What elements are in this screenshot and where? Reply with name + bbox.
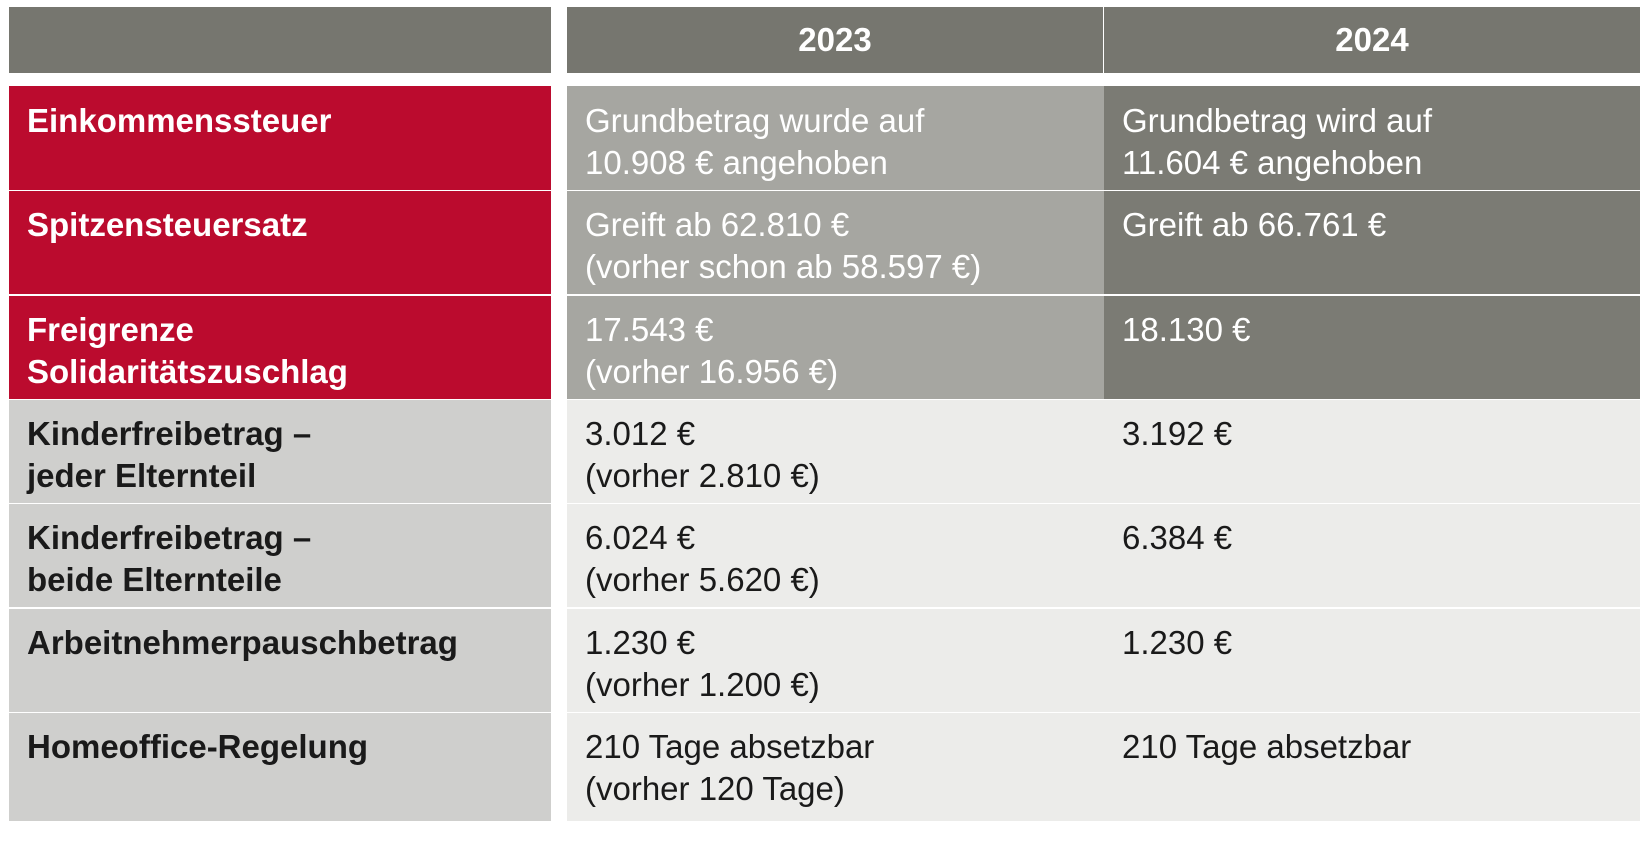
cell-2023-line: (vorher schon ab 58.597 €) — [585, 248, 982, 285]
cell-2023-line: (vorher 1.200 €) — [585, 666, 820, 703]
cell-2023-line: 210 Tage absetzbar — [585, 728, 875, 765]
cell-2023: Grundbetrag wurde auf 10.908 € angehoben — [567, 86, 1104, 190]
row-label: Spitzensteuersatz — [9, 190, 551, 294]
cell-2024-line: 6.384 € — [1122, 519, 1233, 556]
cell-2023-line: (vorher 5.620 €) — [585, 561, 820, 598]
cell-2024: 1.230 € — [1104, 608, 1640, 712]
cell-2023: 3.012 € (vorher 2.810 €) — [567, 399, 1104, 503]
row-label-line: jeder Elternteil — [27, 457, 257, 494]
cell-2024: Greift ab 66.761 € — [1104, 190, 1640, 294]
cell-2023: 6.024 € (vorher 5.620 €) — [567, 503, 1104, 607]
table-header-blank — [9, 7, 551, 73]
cell-2024-line: Greift ab 66.761 € — [1122, 206, 1387, 243]
column-header-2023: 2023 — [567, 7, 1104, 73]
cell-2023-line: Grundbetrag wurde auf — [585, 102, 925, 139]
cell-2024-line: 3.192 € — [1122, 415, 1233, 452]
row-label-line: beide Elternteile — [27, 561, 282, 598]
cell-2024: Grundbetrag wird auf 11.604 € angehoben — [1104, 86, 1640, 190]
cell-2023-line: 17.543 € — [585, 311, 714, 348]
cell-2023: 1.230 € (vorher 1.200 €) — [567, 608, 1104, 712]
row-label-line: Solidaritätszuschlag — [27, 353, 348, 390]
row-divider — [9, 399, 1640, 400]
row-label-line: Arbeitnehmerpauschbetrag — [27, 624, 458, 661]
row-label-line: Spitzensteuersatz — [27, 206, 308, 243]
row-divider — [9, 712, 1640, 713]
table-row: Kinderfreibetrag – jeder Elternteil 3.012 … — [0, 399, 1649, 503]
row-divider — [9, 295, 1640, 296]
cell-2024-line: 210 Tage absetzbar — [1122, 728, 1412, 765]
table-row: Homeoffice-Regelung 210 Tage absetzbar (vo… — [0, 712, 1649, 821]
row-label-line: Freigrenze — [27, 311, 194, 348]
row-label: Freigrenze Solidaritätszuschlag — [9, 295, 551, 399]
table-row: Kinderfreibetrag – beide Elternteile 6.024… — [0, 503, 1649, 607]
cell-2023: 210 Tage absetzbar (vorher 120 Tage) — [567, 712, 1104, 821]
table-row: Freigrenze Solidaritätszuschlag 17.543 € (v… — [0, 295, 1649, 399]
row-label-line: Homeoffice-Regelung — [27, 728, 369, 765]
cell-2024-line: 18.130 € — [1122, 311, 1251, 348]
row-label: Kinderfreibetrag – jeder Elternteil — [9, 399, 551, 503]
row-label-line: Kinderfreibetrag – — [27, 519, 312, 556]
cell-2024-line: 1.230 € — [1122, 624, 1233, 661]
cell-2024-line: 11.604 € angehoben — [1122, 144, 1423, 181]
cell-2024: 3.192 € — [1104, 399, 1640, 503]
row-divider — [9, 190, 1640, 191]
row-label: Arbeitnehmerpauschbetrag — [9, 608, 551, 712]
cell-2024: 210 Tage absetzbar — [1104, 712, 1640, 821]
cell-2024: 6.384 € — [1104, 503, 1640, 607]
row-divider — [9, 503, 1640, 504]
row-label: Kinderfreibetrag – beide Elternteile — [9, 503, 551, 607]
cell-2023-line: (vorher 2.810 €) — [585, 457, 820, 494]
row-label: Homeoffice-Regelung — [9, 712, 551, 821]
cell-2024-line: Grundbetrag wird auf — [1122, 102, 1433, 139]
cell-2023-line: 6.024 € — [585, 519, 696, 556]
table-row: Arbeitnehmerpauschbetrag 1.230 € (vorher 1… — [0, 608, 1649, 712]
row-label: Einkommenssteuer — [9, 86, 551, 190]
cell-2023-line: (vorher 120 Tage) — [585, 770, 845, 807]
cell-2023-line: 3.012 € — [585, 415, 696, 452]
cell-2023-line: Greift ab 62.810 € — [585, 206, 850, 243]
table-row: Einkommenssteuer Grundbetrag wurde auf 10.… — [0, 86, 1649, 190]
cell-2023-line: (vorher 16.956 €) — [585, 353, 839, 390]
cell-2023: Greift ab 62.810 € (vorher schon ab 58.59… — [567, 190, 1104, 294]
column-header-2024: 2024 — [1104, 7, 1640, 73]
cell-2023-line: 10.908 € angehoben — [585, 144, 888, 181]
table-row: Spitzensteuersatz Greift ab 62.810 € (vorh… — [0, 190, 1649, 294]
cell-2023: 17.543 € (vorher 16.956 €) — [567, 295, 1104, 399]
row-divider — [9, 608, 1640, 609]
cell-2023-line: 1.230 € — [585, 624, 696, 661]
row-label-line: Einkommenssteuer — [27, 102, 332, 139]
row-label-line: Kinderfreibetrag – — [27, 415, 312, 452]
cell-2024: 18.130 € — [1104, 295, 1640, 399]
